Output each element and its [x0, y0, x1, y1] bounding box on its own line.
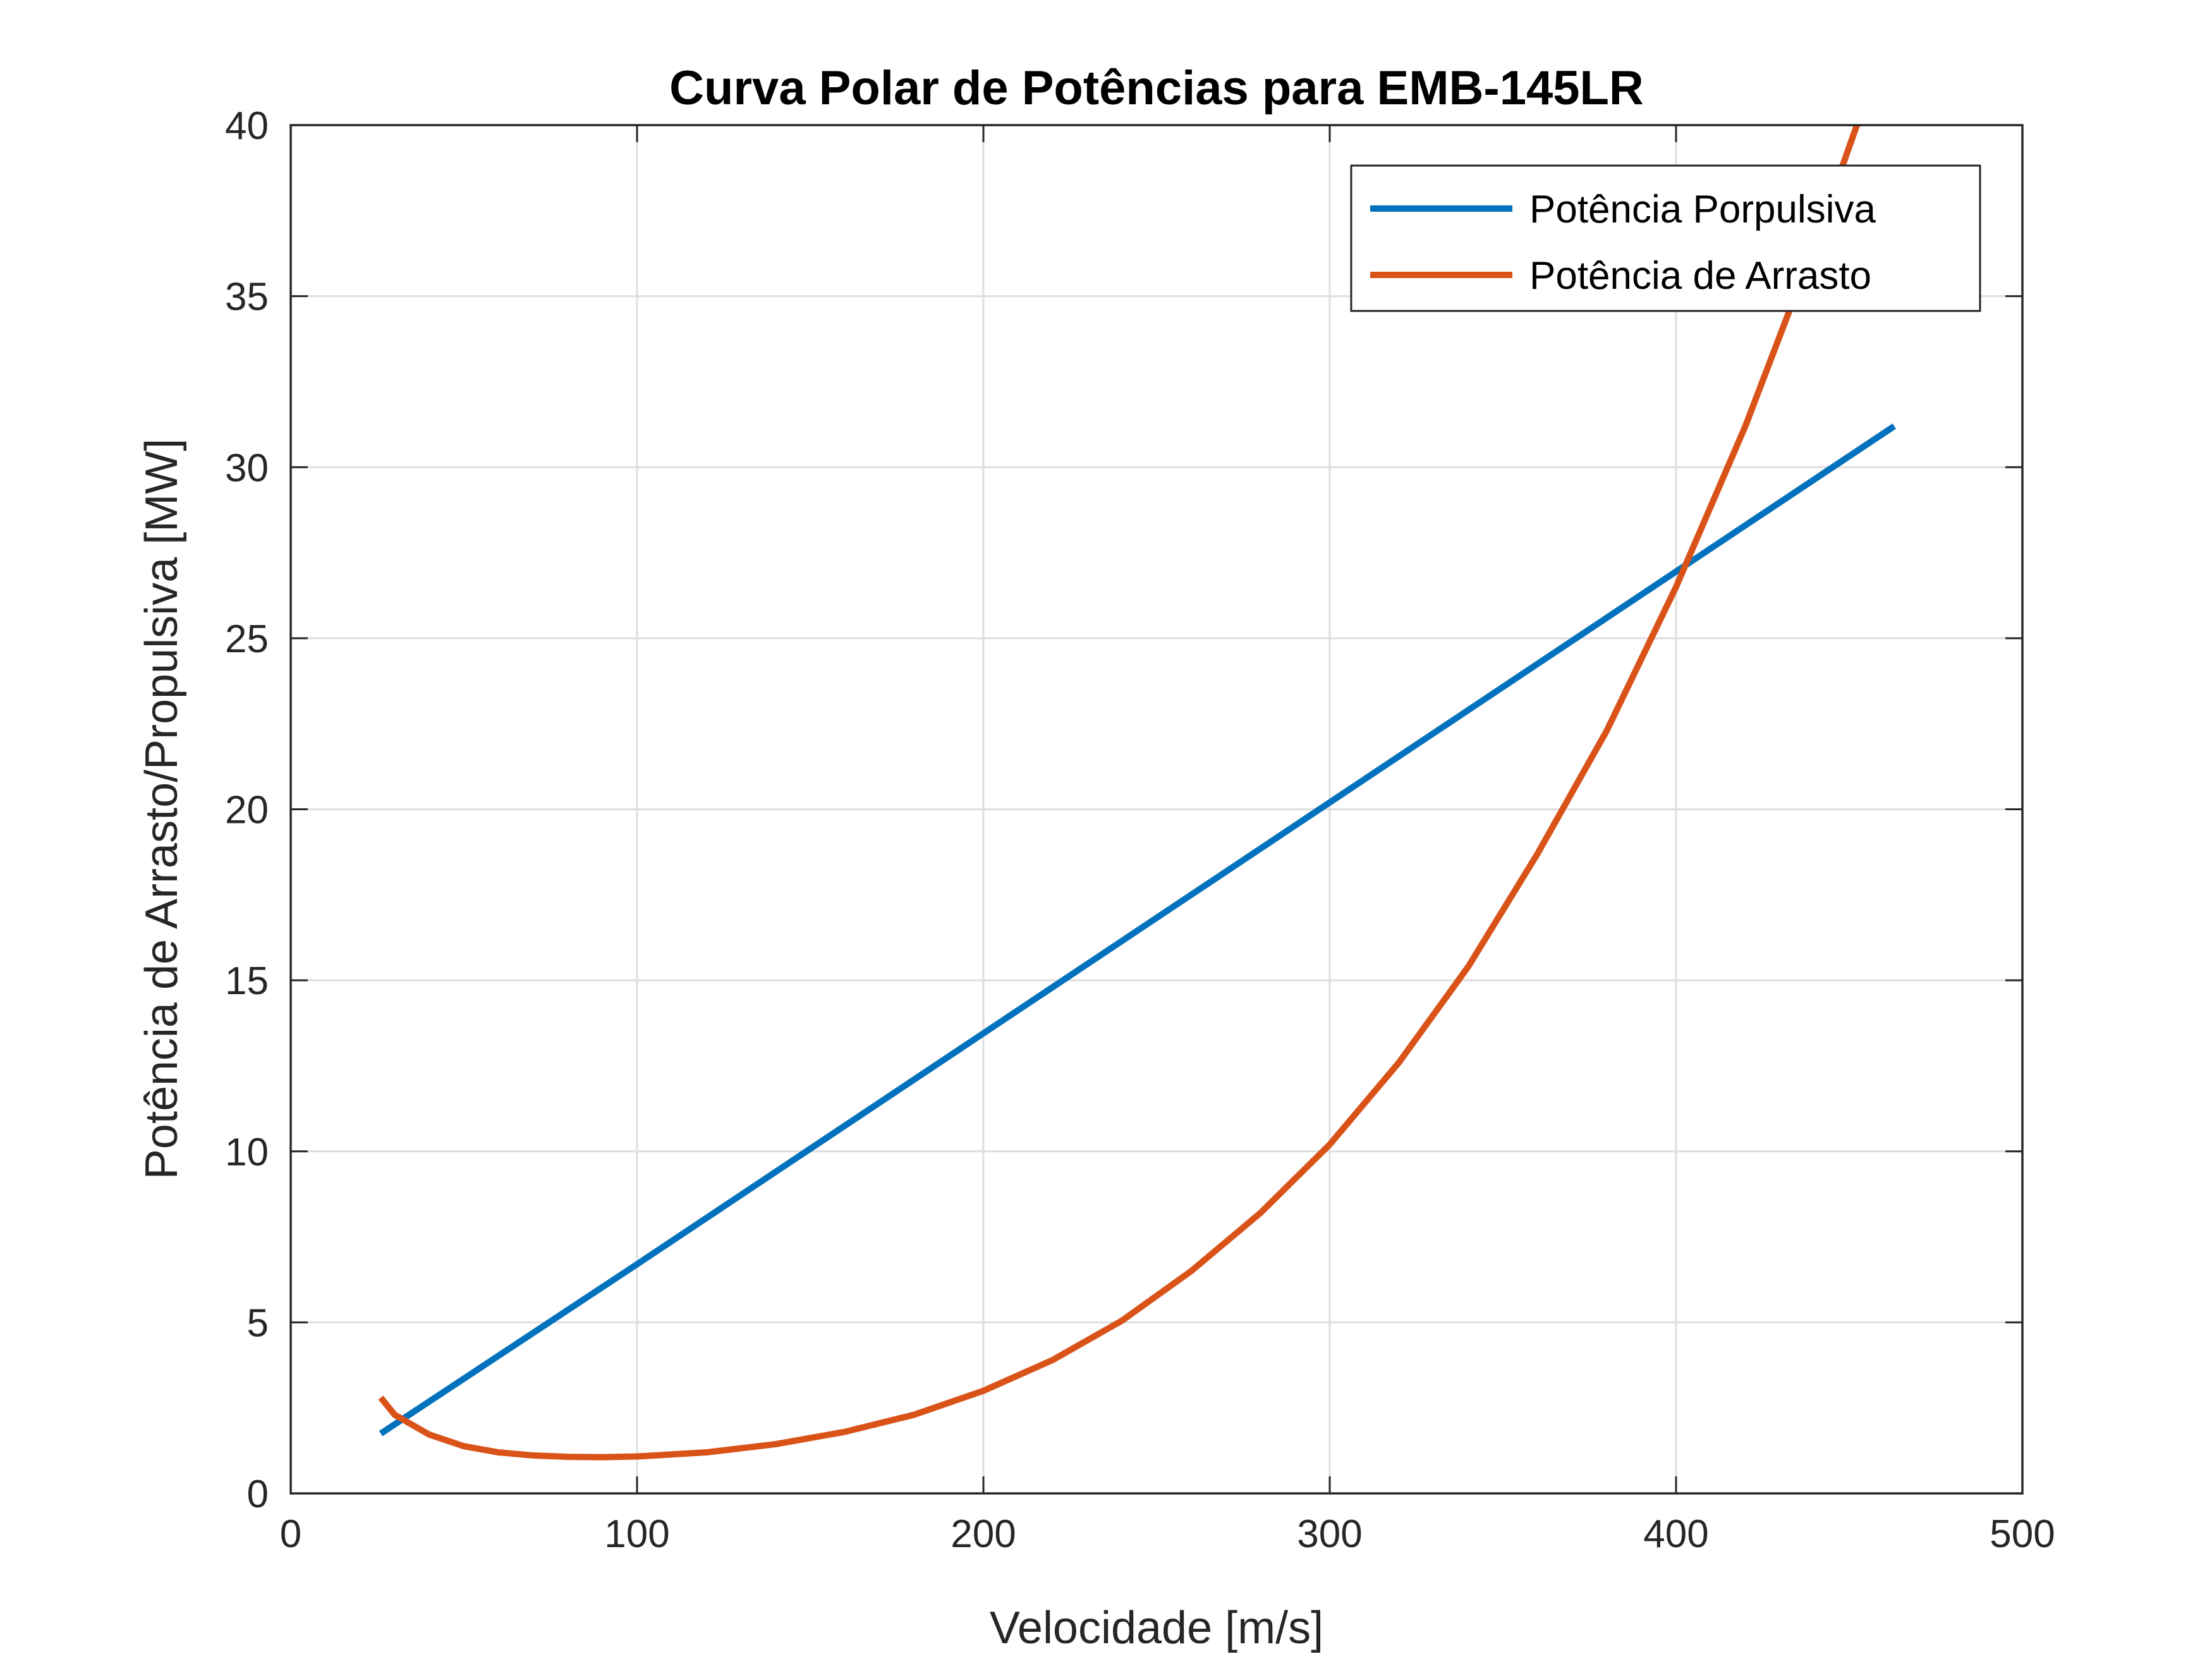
x-axis-label: Velocidade [m/s]	[990, 1603, 1323, 1653]
y-axis-label: Potência de Arrasto/Propulsiva [MW]	[137, 439, 187, 1180]
x-tick-label: 400	[1643, 1512, 1708, 1556]
y-tick-label: 20	[225, 789, 269, 832]
y-tick-label: 0	[247, 1473, 269, 1516]
legend-box	[1350, 164, 1981, 312]
series-line-1	[378, 125, 1861, 1461]
legend-label-0: Potência Porpulsiva	[1529, 188, 1876, 231]
y-axis: 0 5 10 15 20 25 30 35 40	[225, 104, 2022, 1516]
x-tick-label: 100	[604, 1512, 669, 1556]
legend: Potência Porpulsiva Potência de Arrasto	[1350, 164, 1981, 312]
series-layer	[378, 125, 1897, 1461]
x-tick-label: 500	[1990, 1512, 2055, 1556]
y-tick-label: 15	[225, 959, 269, 1003]
y-tick-label: 25	[225, 617, 269, 661]
y-tick-label: 30	[225, 446, 269, 490]
x-tick-label: 300	[1297, 1512, 1362, 1556]
y-tick-label: 10	[225, 1131, 269, 1174]
y-tick-label: 5	[247, 1301, 269, 1345]
x-axis: 0 100 200 300 400 500	[280, 125, 2055, 1556]
y-tick-label: 40	[225, 104, 269, 148]
legend-label-1: Potência de Arrasto	[1529, 254, 1871, 298]
x-tick-label: 0	[280, 1512, 301, 1556]
series-line-0	[379, 423, 1897, 1437]
chart-title: Curva Polar de Potências para EMB-145LR	[669, 61, 1644, 115]
y-tick-label: 35	[225, 276, 269, 319]
x-tick-label: 200	[951, 1512, 1016, 1556]
